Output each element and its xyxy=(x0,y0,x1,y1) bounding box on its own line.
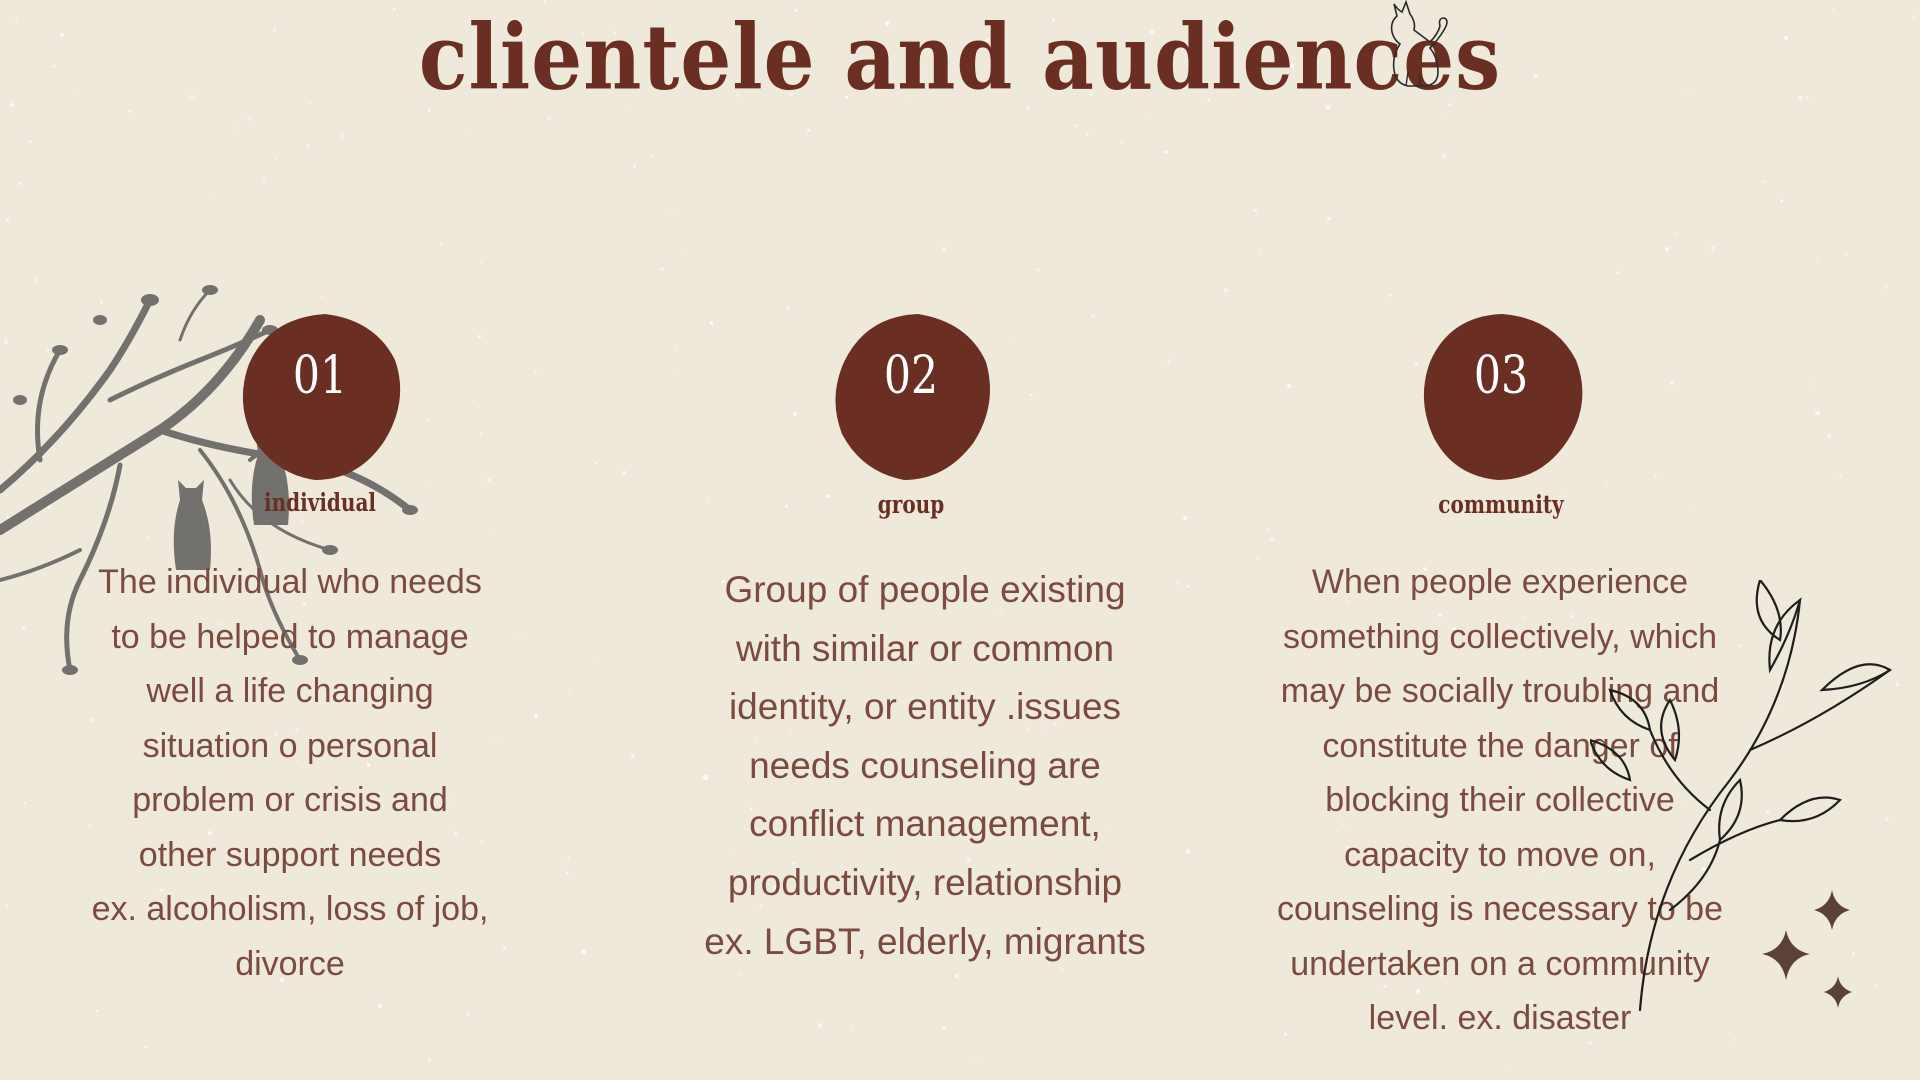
body-line: to be helped to manage xyxy=(111,617,469,656)
body-line: level. ex. disaster xyxy=(1368,999,1632,1037)
page-title: clientele and audiences xyxy=(418,4,1502,110)
column-heading-group: group xyxy=(877,490,945,519)
body-line: situation o personal xyxy=(142,726,438,765)
body-line: productivity, relationship xyxy=(727,861,1123,903)
column-body-community: When people experience something collecti… xyxy=(1230,555,1770,1046)
column-heading-individual: individual xyxy=(263,488,377,517)
body-line: conflict management, xyxy=(749,803,1101,845)
column-body-individual: The individual who needs to be helped to … xyxy=(60,555,520,991)
body-line: undertaken on a community xyxy=(1290,944,1710,983)
tree-with-cats-silhouette xyxy=(0,285,418,675)
body-line: When people experience xyxy=(1311,563,1689,601)
body-line: identity, or entity .issues xyxy=(728,686,1122,728)
body-line: something collectively, which xyxy=(1283,617,1717,656)
body-line: ex. LGBT, elderly, migrants xyxy=(704,920,1146,962)
body-line: Group of people existing xyxy=(724,569,1126,610)
body-line: well a life changing xyxy=(146,672,434,710)
body-line: counseling is necessary to be xyxy=(1276,890,1724,928)
body-line: blocking their collective xyxy=(1325,781,1675,819)
badge-number: 02 xyxy=(883,346,939,406)
four-point-star-icon xyxy=(1762,890,1852,1008)
body-line: other support needs xyxy=(138,835,442,874)
column-body-group: Group of people existing with similar or … xyxy=(670,561,1180,971)
body-line: The individual who needs xyxy=(98,563,482,601)
body-line: with similar or common xyxy=(735,627,1115,669)
body-line: problem or crisis and xyxy=(132,781,448,819)
number-badge-02: 02 xyxy=(826,310,996,485)
badge-number: 03 xyxy=(1473,346,1529,406)
body-line: divorce xyxy=(235,944,345,983)
leafy-branch-line-art xyxy=(1590,580,1893,1012)
body-line: capacity to move on, xyxy=(1344,835,1656,874)
cat-outline-icon xyxy=(1390,0,1448,87)
body-line: needs counseling are xyxy=(749,744,1101,786)
badge-number: 01 xyxy=(292,346,348,406)
number-badge-01: 01 xyxy=(235,310,405,485)
number-badge-03: 03 xyxy=(1416,310,1586,485)
body-line: ex. alcoholism, loss of job, xyxy=(91,890,489,928)
body-line: constitute the danger of xyxy=(1322,726,1678,765)
column-heading-community: community xyxy=(1438,490,1564,519)
body-line: may be socially troubling and xyxy=(1280,672,1720,710)
